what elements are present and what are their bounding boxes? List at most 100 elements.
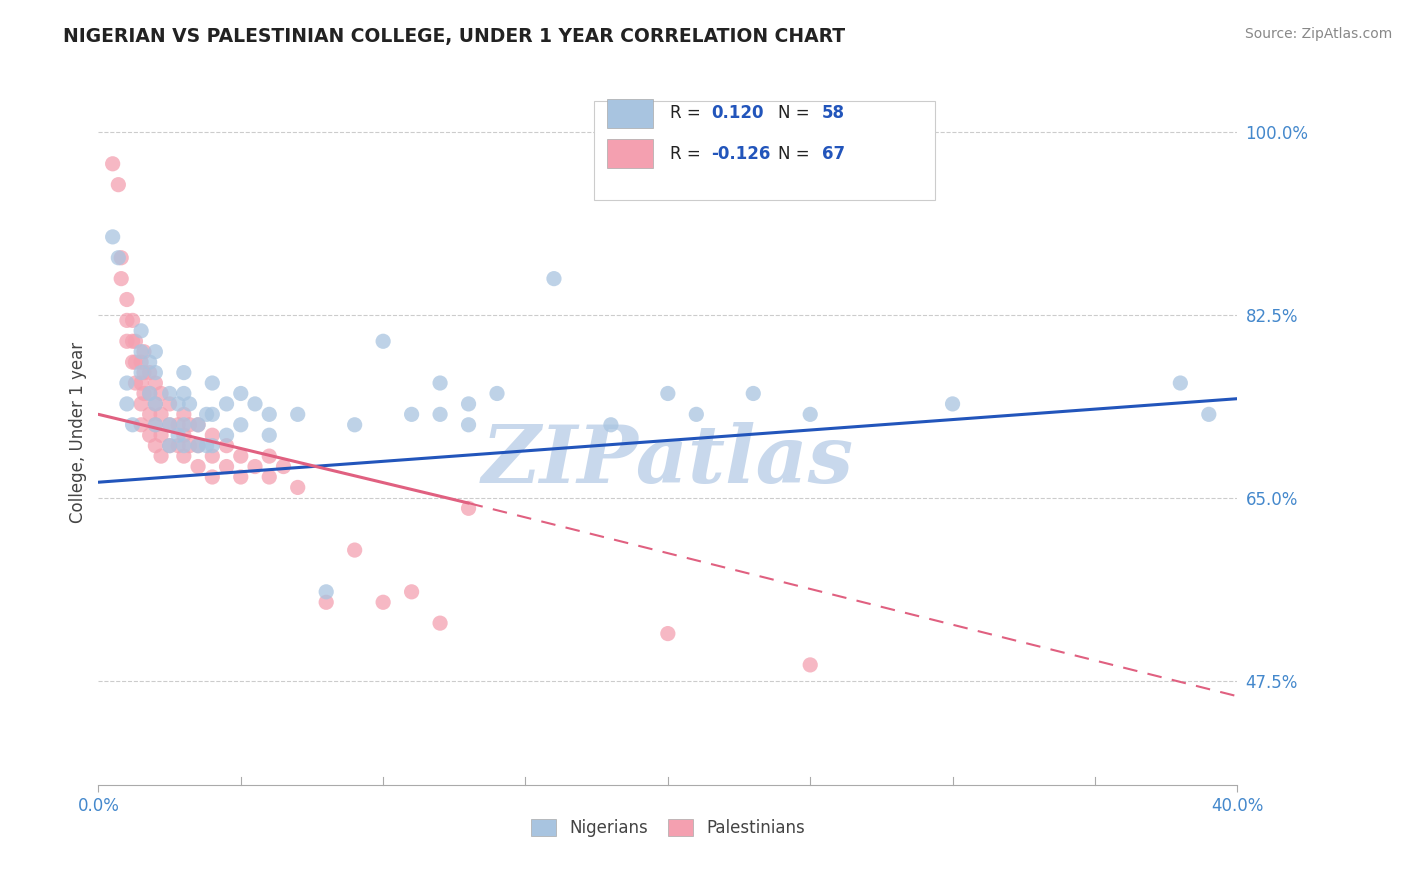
Point [187,439,209,453]
Point [145,417,167,432]
Point [145,439,167,453]
Point [145,417,167,432]
Point [167,428,190,442]
Point [129,344,152,359]
Point [167,417,190,432]
Point [243,459,266,474]
Point [115,397,138,411]
Point [145,397,167,411]
Point [429,408,451,422]
Point [187,459,209,474]
Point [115,313,138,327]
Point [373,595,395,609]
Text: 0.120: 0.120 [711,104,763,122]
Point [179,417,201,432]
Point [429,376,451,390]
Point [110,251,132,265]
Point [486,386,509,401]
Point [129,355,152,369]
Point [115,334,138,349]
Point [195,408,218,422]
Point [600,417,623,432]
Text: NIGERIAN VS PALESTINIAN COLLEGE, UNDER 1 YEAR CORRELATION CHART: NIGERIAN VS PALESTINIAN COLLEGE, UNDER 1… [63,27,845,45]
Point [150,386,173,401]
Point [685,408,707,422]
Point [401,584,423,599]
Point [173,417,195,432]
Point [179,397,201,411]
Point [543,271,565,285]
Point [110,271,132,285]
Point [159,397,181,411]
Point [173,428,195,442]
Point [215,397,238,411]
Point [107,251,129,265]
Point [259,470,281,484]
Point [145,344,167,359]
Point [173,439,195,453]
Point [138,355,160,369]
Point [145,366,167,380]
Text: -0.126: -0.126 [711,145,770,162]
Point [101,157,124,171]
Point [243,397,266,411]
Point [167,439,190,453]
Point [201,470,224,484]
Point [215,439,238,453]
Point [167,397,190,411]
Point [138,408,160,422]
Point [201,408,224,422]
Text: Source: ZipAtlas.com: Source: ZipAtlas.com [1244,27,1392,41]
Point [187,439,209,453]
Text: N =: N = [779,104,815,122]
Point [401,408,423,422]
Point [315,584,337,599]
Y-axis label: College, Under 1 year: College, Under 1 year [69,342,87,524]
Point [159,439,181,453]
Text: 58: 58 [821,104,845,122]
Bar [607,99,652,128]
Point [121,334,143,349]
Point [457,397,479,411]
Point [373,334,395,349]
Point [179,439,201,453]
Point [215,428,238,442]
Point [229,470,252,484]
Point [124,355,146,369]
Point [657,626,679,640]
Point [201,428,224,442]
Point [115,293,138,307]
Point [129,366,152,380]
Point [138,386,160,401]
Point [195,439,218,453]
Point [229,449,252,463]
Point [138,428,160,442]
Text: R =: R = [671,104,706,122]
Point [315,595,337,609]
Point [742,386,765,401]
Point [187,417,209,432]
Point [150,428,173,442]
Point [129,324,152,338]
Point [173,449,195,463]
Point [429,616,451,631]
FancyBboxPatch shape [593,102,935,200]
Point [457,417,479,432]
Text: 67: 67 [821,145,845,162]
Point [159,417,181,432]
Point [229,386,252,401]
Point [101,230,124,244]
Point [145,397,167,411]
Point [121,355,143,369]
Point [121,417,143,432]
Point [942,397,965,411]
Point [159,439,181,453]
Point [107,178,129,192]
Point [124,334,146,349]
Point [159,386,181,401]
Point [343,417,366,432]
Legend: Nigerians, Palestinians: Nigerians, Palestinians [524,812,811,844]
Point [201,439,224,453]
Point [132,344,155,359]
Point [145,376,167,390]
